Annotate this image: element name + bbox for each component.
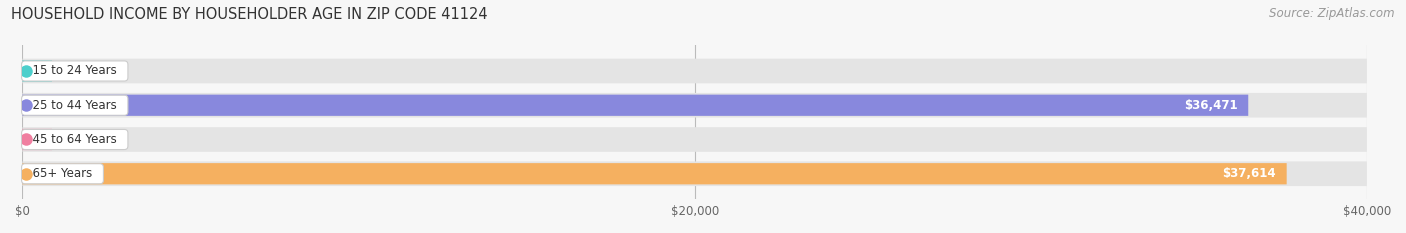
Text: $36,471: $36,471 (1184, 99, 1237, 112)
Text: $0: $0 (63, 65, 77, 78)
Text: $37,614: $37,614 (1222, 167, 1275, 180)
FancyBboxPatch shape (22, 93, 1367, 118)
Text: 45 to 64 Years: 45 to 64 Years (25, 133, 124, 146)
FancyBboxPatch shape (22, 95, 1249, 116)
FancyBboxPatch shape (22, 127, 1367, 152)
FancyBboxPatch shape (22, 129, 52, 150)
FancyBboxPatch shape (22, 60, 52, 82)
FancyBboxPatch shape (22, 59, 1367, 83)
Text: 25 to 44 Years: 25 to 44 Years (25, 99, 124, 112)
Text: 65+ Years: 65+ Years (25, 167, 100, 180)
FancyBboxPatch shape (22, 163, 1286, 184)
Text: 15 to 24 Years: 15 to 24 Years (25, 65, 124, 78)
Text: $0: $0 (63, 133, 77, 146)
Text: HOUSEHOLD INCOME BY HOUSEHOLDER AGE IN ZIP CODE 41124: HOUSEHOLD INCOME BY HOUSEHOLDER AGE IN Z… (11, 7, 488, 22)
Text: Source: ZipAtlas.com: Source: ZipAtlas.com (1270, 7, 1395, 20)
FancyBboxPatch shape (22, 161, 1367, 186)
